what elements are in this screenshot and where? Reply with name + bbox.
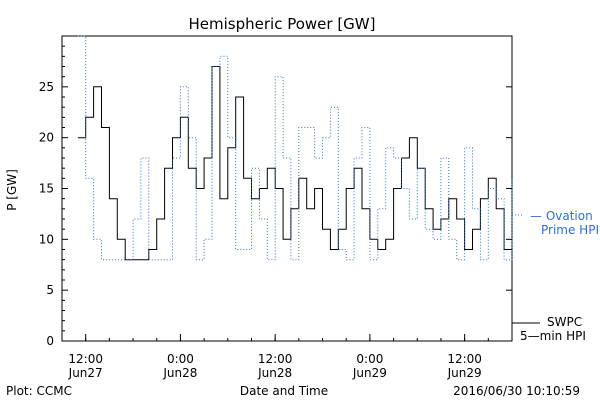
x-tick-label-date: Jun27 [68, 366, 103, 380]
x-axis: 12:00Jun270:00Jun2812:00Jun280:00Jun2912… [61, 334, 513, 380]
legend-ovation-line2: Prime HPI [541, 223, 599, 237]
y-tick-label: 5 [46, 283, 54, 297]
y-tick-label: 10 [39, 232, 54, 246]
x-tick-label-date: Jun28 [257, 366, 292, 380]
y-tick-label: 15 [39, 182, 54, 196]
series-group [77, 35, 513, 261]
legend-swpc-line1: SWPC [547, 315, 582, 329]
y-axis-label: P [GW] [5, 169, 19, 211]
x-tick-label-time: 0:00 [356, 352, 383, 366]
x-tick-label-time: 12:00 [258, 352, 293, 366]
y-tick-label: 25 [39, 80, 54, 94]
y-tick-label: 0 [46, 334, 54, 348]
x-tick-label-time: 12:00 [68, 352, 103, 366]
x-tick-label-time: 12:00 [447, 352, 482, 366]
x-tick-label-date: Jun28 [162, 366, 197, 380]
series-swpc-line [77, 66, 513, 261]
footer-timestamp: 2016/06/30 10:10:59 [453, 384, 580, 398]
plot-area-frame [61, 35, 513, 342]
legend-ovation-line1: — Ovation [530, 209, 593, 223]
footer-plot-credit: Plot: CCMC [6, 384, 72, 398]
x-tick-label-date: Jun29 [352, 366, 387, 380]
x-axis-label: Date and Time [240, 384, 328, 398]
y-axis: 0 5 10 15 20 25 [39, 45, 512, 348]
x-tick-label-time: 0:00 [167, 352, 194, 366]
y-tick-label: 20 [39, 131, 54, 145]
series-ovation-line [77, 35, 513, 261]
legend-swpc-line2: 5—min HPI [520, 329, 586, 343]
x-tick-label-date: Jun29 [447, 366, 482, 380]
chart-title: Hemispheric Power [GW] [189, 15, 376, 33]
